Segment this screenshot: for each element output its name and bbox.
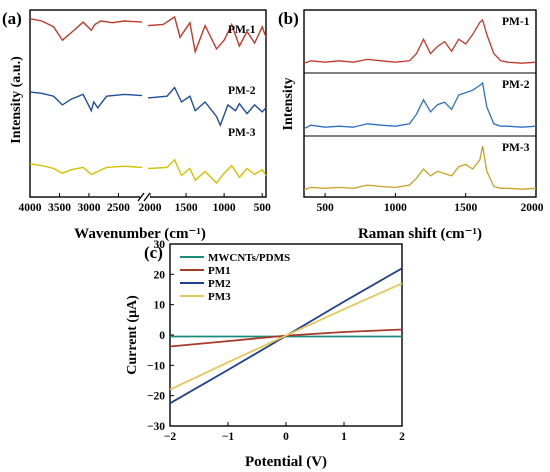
panel-a-xtick-label: 3000 (77, 202, 100, 214)
panel-c: (c) Current (μA) Potential (V) −2 −1 0 1 2−3… (125, 239, 405, 470)
panel-b-xtick-label: 500 (316, 202, 334, 214)
panel-a-label: (a) (2, 9, 22, 28)
panel-b-xticks: 500 1000 1500 2000 (316, 193, 544, 214)
panel-c-ytick-label: 10 (154, 300, 166, 312)
panel-a-series-labels: PM-1 PM-2 PM-3 (228, 24, 256, 139)
panel-c-ytick-label: −30 (147, 421, 165, 433)
panel-a-series-pm-2 (29, 91, 143, 113)
panel-a-label-pm-1: PM-1 (228, 24, 256, 36)
panel-c-xtick-label: 0 (283, 431, 289, 443)
panel-a-series-pm-2 (147, 86, 267, 128)
panel-b-frame (303, 9, 537, 198)
panel-a-lines (29, 15, 267, 185)
panel-b-label: (b) (278, 9, 299, 28)
panel-c-ytick-label: 30 (154, 239, 166, 251)
panel-c-xtick-label: −1 (222, 431, 235, 443)
panel-c-ytick-label: −20 (147, 391, 165, 403)
panel-a-series-pm-1 (147, 15, 267, 55)
panel-c-series-pm1 (169, 328, 403, 348)
panel-b-xtick-label: 2000 (521, 202, 544, 214)
panel-c-xtick-label: −2 (164, 431, 177, 443)
panel-c-series-pm3 (169, 282, 403, 391)
panel-c-lines (169, 267, 403, 405)
panel-a-ylabel: Intensity (a.u.) (9, 56, 24, 144)
panel-a-xtick-label: 1000 (213, 202, 236, 214)
panel-a: (a) Intensity (a.u.) Wavenumber (cm⁻¹) 4… (2, 9, 271, 242)
panel-a-series-pm-3 (29, 163, 143, 176)
panel-c-xtick-label: 1 (341, 431, 347, 443)
panel-a-series-pm-1 (29, 18, 143, 42)
panel-b-series-labels: PM-1 PM-2 PM-3 (502, 16, 530, 154)
panel-a-xlabel: Wavenumber (cm⁻¹) (74, 226, 206, 242)
panel-a-label-pm-2: PM-2 (228, 85, 256, 97)
panel-c-ytick-label: 20 (154, 269, 166, 281)
panel-b: (b) Intensity Raman shift (cm⁻¹) 500 1000… (278, 9, 544, 242)
panel-b-ylabel: Intensity (281, 78, 296, 131)
panel-b-label-pm-1: PM-1 (502, 16, 530, 28)
panel-b-lines (303, 18, 537, 191)
panel-c-xlabel: Potential (V) (245, 454, 327, 470)
panel-c-legend-label-pm1: PM1 (208, 265, 231, 277)
panel-b-label-pm-3: PM-3 (502, 142, 530, 154)
panel-b-series-pm-1 (303, 18, 537, 64)
panel-c-legend-label-pm2: PM2 (208, 278, 231, 290)
panel-c-ytick-label: 0 (159, 330, 165, 342)
panel-a-label-pm-3: PM-3 (228, 127, 256, 139)
axis-break-mark (137, 192, 151, 202)
panel-b-series-pm-2 (303, 81, 537, 130)
panel-c-ylabel: Current (μA) (125, 295, 140, 375)
panel-a-series-pm-3 (147, 158, 267, 185)
panel-a-xtick-label: 2500 (107, 202, 130, 214)
panel-c-xtick-label: 2 (399, 431, 405, 443)
panel-b-series-pm-3 (303, 145, 537, 191)
panel-a-xtick-label: 3500 (48, 202, 71, 214)
panel-a-xtick-label: 2000 (139, 202, 162, 214)
panel-c-label: (c) (144, 243, 163, 262)
panel-b-xtick-label: 1500 (454, 202, 477, 214)
panel-b-label-pm-2: PM-2 (502, 79, 530, 91)
panel-c-legend-label-pm3: PM3 (208, 291, 231, 303)
panel-b-xtick-label: 1000 (384, 202, 407, 214)
panel-a-xtick-label: 1500 (175, 202, 198, 214)
panel-a-xtick-label: 4000 (19, 202, 42, 214)
panel-b-xlabel: Raman shift (cm⁻¹) (358, 226, 482, 242)
panel-a-xtick-label: 500 (254, 202, 272, 214)
panel-c-ytick-label: −10 (147, 360, 165, 372)
panel-c-legend-label-mwcnts-pdms: MWCNTs/PDMS (208, 252, 290, 264)
